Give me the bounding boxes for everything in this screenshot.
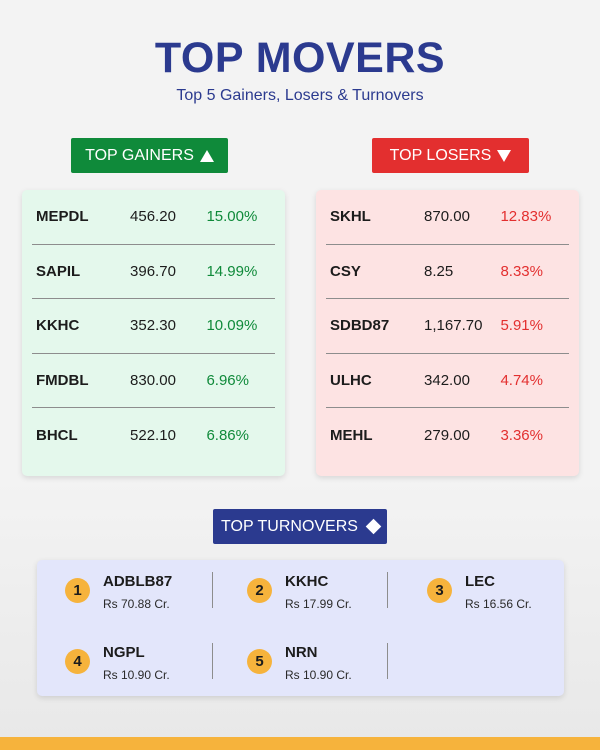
gainers-table: MEPDL 456.20 15.00% SAPIL 396.70 14.99% … — [22, 190, 285, 476]
diamond-icon — [365, 518, 382, 535]
top-turnovers-text: TOP TURNOVERS — [221, 517, 358, 535]
turnover-symbol: LEC — [465, 573, 495, 590]
top-turnovers-label: TOP TURNOVERS — [213, 509, 387, 544]
turnover-symbol: NRN — [285, 644, 318, 661]
stock-symbol: BHCL — [36, 427, 78, 445]
stock-symbol: MEHL — [330, 427, 373, 445]
turnover-item: 3 LEC Rs 16.56 Cr. — [427, 573, 532, 611]
stock-change: 6.86% — [206, 427, 249, 445]
stock-price: 522.10 — [130, 427, 176, 445]
stock-price: 396.70 — [130, 262, 176, 280]
turnover-item: 1 ADBLB87 Rs 70.88 Cr. — [65, 573, 172, 611]
triangle-up-icon — [199, 149, 214, 162]
triangle-down-icon — [497, 149, 512, 162]
stock-symbol: FMDBL — [36, 372, 89, 390]
table-row: KKHC 352.30 10.09% — [32, 299, 275, 354]
stock-change: 4.74% — [500, 372, 543, 390]
table-row: SAPIL 396.70 14.99% — [32, 245, 275, 300]
top-gainers-label: TOP GAINERS — [71, 138, 228, 173]
turnover-value: Rs 10.90 Cr. — [285, 668, 352, 682]
table-row: CSY 8.25 8.33% — [326, 245, 569, 300]
page-subtitle: Top 5 Gainers, Losers & Turnovers — [176, 87, 424, 104]
bottom-accent-bar — [0, 737, 600, 750]
rank-badge: 2 — [247, 578, 272, 603]
divider — [387, 643, 388, 679]
top-losers-text: TOP LOSERS — [389, 146, 492, 164]
turnover-value: Rs 16.56 Cr. — [465, 597, 532, 611]
table-row: ULHC 342.00 4.74% — [326, 354, 569, 409]
stock-change: 14.99% — [206, 262, 258, 280]
table-row: MEPDL 456.20 15.00% — [32, 190, 275, 245]
divider — [212, 643, 213, 679]
rank-badge: 1 — [65, 578, 90, 603]
stock-price: 8.25 — [424, 262, 454, 280]
losers-table: SKHL 870.00 12.83% CSY 8.25 8.33% SDBD87… — [316, 190, 579, 476]
table-row: FMDBL 830.00 6.96% — [32, 354, 275, 409]
stock-price: 830.00 — [130, 372, 176, 390]
stock-change: 5.91% — [500, 317, 543, 335]
stock-symbol: MEPDL — [36, 208, 89, 226]
table-row: SDBD87 1,167.70 5.91% — [326, 299, 569, 354]
turnover-item: 4 NGPL Rs 10.90 Cr. — [65, 644, 170, 682]
stock-symbol: CSY — [330, 262, 361, 280]
stock-change: 3.36% — [500, 427, 543, 445]
rank-badge: 4 — [65, 649, 90, 674]
stock-symbol: SAPIL — [36, 262, 81, 280]
turnover-value: Rs 10.90 Cr. — [103, 668, 170, 682]
stock-symbol: KKHC — [36, 317, 80, 335]
stock-change: 15.00% — [206, 208, 258, 226]
divider — [387, 572, 388, 608]
turnover-symbol: NGPL — [103, 644, 145, 661]
stock-price: 456.20 — [130, 208, 176, 226]
turnover-symbol: KKHC — [285, 573, 329, 590]
turnover-item: 5 NRN Rs 10.90 Cr. — [247, 644, 352, 682]
rank-badge: 5 — [247, 649, 272, 674]
table-row: BHCL 522.10 6.86% — [32, 408, 275, 463]
top-losers-label: TOP LOSERS — [372, 138, 529, 173]
turnover-item: 2 KKHC Rs 17.99 Cr. — [247, 573, 352, 611]
stock-change: 6.96% — [206, 372, 249, 390]
stock-price: 870.00 — [424, 208, 470, 226]
stock-price: 279.00 — [424, 427, 470, 445]
table-row: MEHL 279.00 3.36% — [326, 408, 569, 463]
turnover-symbol: ADBLB87 — [103, 573, 173, 590]
stock-price: 352.30 — [130, 317, 176, 335]
stock-symbol: SDBD87 — [330, 317, 390, 335]
stock-change: 10.09% — [206, 317, 258, 335]
turnover-value: Rs 70.88 Cr. — [103, 597, 170, 611]
rank-badge: 3 — [427, 578, 452, 603]
stock-symbol: ULHC — [330, 372, 372, 390]
top-gainers-text: TOP GAINERS — [85, 146, 194, 164]
stock-price: 342.00 — [424, 372, 470, 390]
page-title: TOP MOVERS — [154, 34, 446, 82]
stock-change: 8.33% — [500, 262, 543, 280]
stock-change: 12.83% — [500, 208, 552, 226]
stock-symbol: SKHL — [330, 208, 371, 226]
turnovers-panel: 1 ADBLB87 Rs 70.88 Cr. 2 KKHC Rs 17.99 C… — [37, 560, 564, 696]
table-row: SKHL 870.00 12.83% — [326, 190, 569, 245]
turnover-value: Rs 17.99 Cr. — [285, 597, 352, 611]
divider — [212, 572, 213, 608]
stock-price: 1,167.70 — [424, 317, 483, 335]
